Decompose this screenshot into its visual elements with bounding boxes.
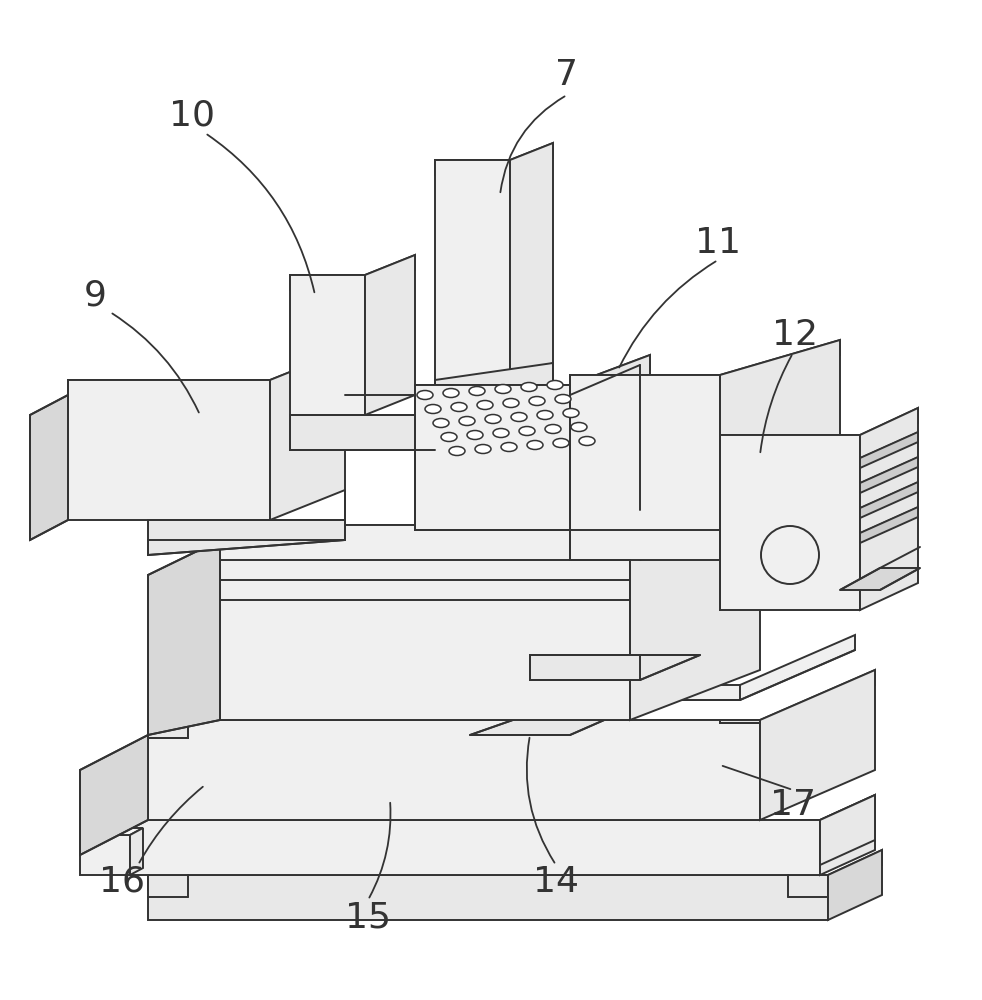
Polygon shape — [68, 350, 345, 395]
Polygon shape — [720, 340, 840, 530]
Polygon shape — [510, 143, 553, 380]
Polygon shape — [80, 735, 148, 855]
Ellipse shape — [503, 398, 519, 408]
Ellipse shape — [501, 442, 517, 452]
Polygon shape — [630, 475, 760, 720]
Text: 14: 14 — [533, 865, 579, 899]
Polygon shape — [220, 525, 630, 720]
Polygon shape — [720, 720, 760, 723]
Polygon shape — [470, 700, 650, 735]
Ellipse shape — [443, 388, 459, 397]
Ellipse shape — [537, 410, 553, 420]
Polygon shape — [148, 875, 828, 920]
Text: 10: 10 — [169, 98, 215, 132]
Polygon shape — [130, 820, 820, 875]
Polygon shape — [68, 380, 270, 520]
Text: 7: 7 — [556, 58, 578, 92]
Polygon shape — [720, 435, 860, 610]
Ellipse shape — [527, 440, 543, 450]
Polygon shape — [435, 363, 553, 412]
Polygon shape — [860, 408, 918, 610]
Polygon shape — [148, 850, 882, 890]
Ellipse shape — [459, 416, 475, 426]
Ellipse shape — [495, 384, 511, 393]
Ellipse shape — [547, 380, 563, 389]
Polygon shape — [130, 795, 875, 835]
Ellipse shape — [571, 422, 587, 432]
Polygon shape — [720, 408, 918, 450]
Polygon shape — [270, 350, 345, 520]
Polygon shape — [290, 255, 415, 290]
Polygon shape — [148, 490, 345, 555]
Ellipse shape — [493, 428, 509, 438]
Text: 9: 9 — [83, 278, 106, 312]
Ellipse shape — [467, 430, 483, 440]
Polygon shape — [860, 457, 918, 493]
Polygon shape — [720, 480, 840, 560]
Polygon shape — [570, 530, 720, 560]
Polygon shape — [148, 635, 855, 700]
Polygon shape — [148, 540, 220, 735]
Polygon shape — [365, 255, 415, 415]
Polygon shape — [30, 395, 68, 540]
Text: 15: 15 — [345, 901, 391, 935]
Ellipse shape — [555, 394, 571, 403]
Polygon shape — [840, 568, 920, 590]
Polygon shape — [570, 375, 720, 560]
Polygon shape — [760, 670, 875, 820]
Polygon shape — [290, 395, 415, 450]
Ellipse shape — [441, 432, 457, 442]
Polygon shape — [130, 828, 143, 875]
Ellipse shape — [433, 418, 449, 428]
Ellipse shape — [477, 400, 493, 410]
Ellipse shape — [469, 386, 485, 395]
Ellipse shape — [475, 444, 491, 454]
Polygon shape — [828, 850, 882, 920]
Ellipse shape — [449, 446, 465, 456]
Polygon shape — [860, 432, 918, 468]
Ellipse shape — [553, 438, 569, 448]
Ellipse shape — [545, 424, 561, 434]
Polygon shape — [820, 795, 875, 875]
Ellipse shape — [579, 436, 595, 446]
Polygon shape — [860, 507, 918, 543]
Text: 17: 17 — [770, 788, 816, 822]
Polygon shape — [220, 475, 760, 540]
Ellipse shape — [521, 382, 537, 391]
Ellipse shape — [519, 426, 535, 436]
Polygon shape — [570, 355, 650, 530]
Polygon shape — [80, 835, 130, 875]
Polygon shape — [820, 795, 875, 865]
Ellipse shape — [451, 402, 467, 412]
Polygon shape — [570, 340, 840, 390]
Ellipse shape — [417, 390, 433, 399]
Ellipse shape — [563, 408, 579, 418]
Polygon shape — [860, 482, 918, 518]
Polygon shape — [435, 160, 510, 380]
Text: 16: 16 — [99, 865, 145, 899]
Polygon shape — [435, 143, 553, 175]
Ellipse shape — [425, 404, 441, 414]
Polygon shape — [530, 655, 700, 680]
Ellipse shape — [511, 412, 527, 422]
Ellipse shape — [529, 396, 545, 406]
Polygon shape — [148, 720, 188, 738]
Polygon shape — [148, 720, 760, 820]
Ellipse shape — [485, 414, 501, 424]
Ellipse shape — [761, 526, 819, 584]
Polygon shape — [290, 275, 365, 415]
Text: 11: 11 — [695, 226, 741, 260]
Polygon shape — [415, 355, 650, 400]
Polygon shape — [80, 828, 143, 835]
Polygon shape — [148, 670, 875, 735]
Text: 12: 12 — [772, 318, 818, 352]
Polygon shape — [415, 385, 570, 530]
